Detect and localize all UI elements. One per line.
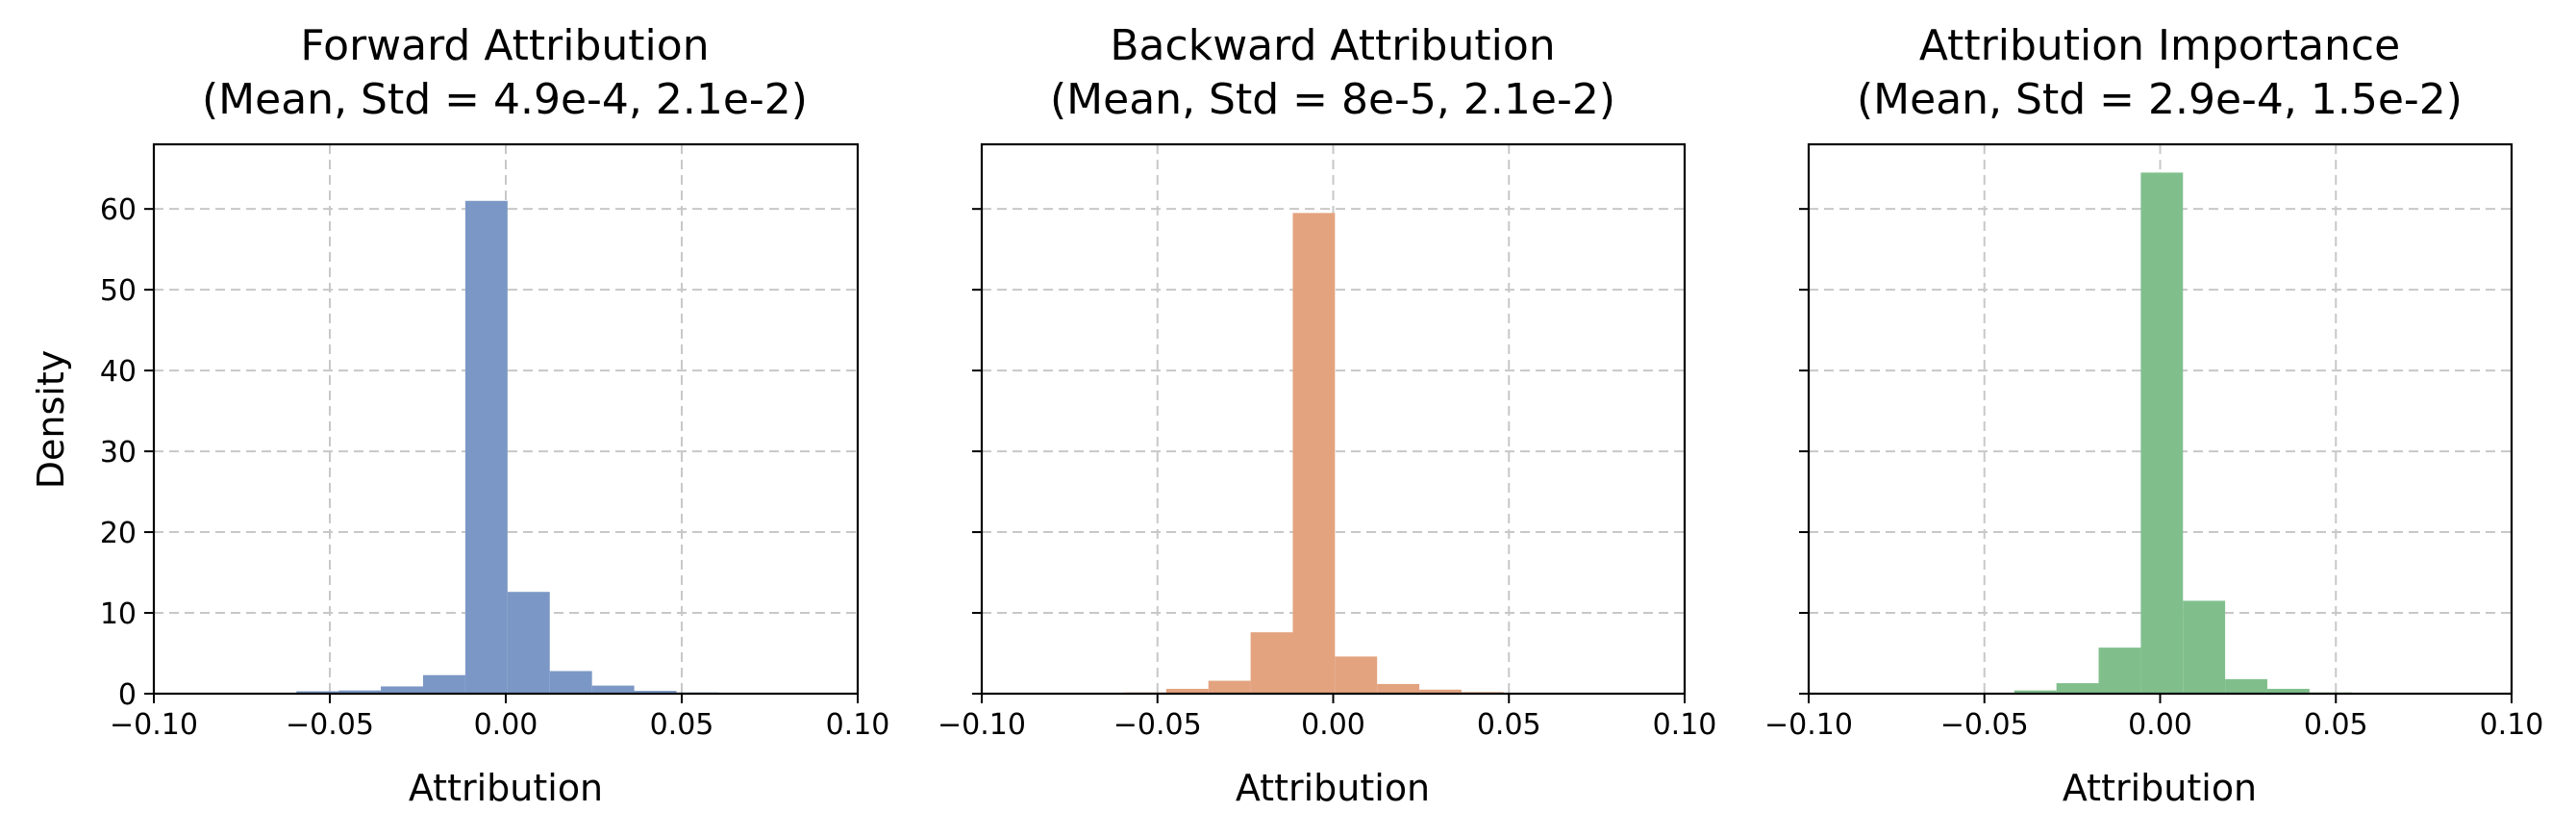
histogram-bar [1165, 688, 1209, 694]
histogram-bar [549, 671, 592, 694]
histogram-bar [1335, 656, 1378, 694]
histogram-bar [381, 686, 423, 694]
histogram-bar [422, 674, 465, 694]
x-axis-label: Attribution [409, 767, 603, 809]
y-tick-label: 50 [100, 274, 137, 308]
panel-backward-attribution: Backward Attribution (Mean, Std = 8e-5, … [938, 21, 1716, 809]
panel-title-line-1: Forward Attribution [300, 21, 709, 70]
panel-attribution-importance: Attribution Importance (Mean, Std = 2.9e… [1764, 21, 2543, 809]
histogram-bar [2098, 648, 2141, 694]
axis-ticks: −0.10 −0.05 0.00 0.05 0.10 [1764, 208, 2544, 742]
histogram-bar [2013, 690, 2057, 694]
panel-title-line-2: (Mean, Std = 8e-5, 2.1e-2) [1050, 75, 1615, 124]
y-tick-label: 10 [100, 597, 137, 631]
x-axis-label: Attribution [2063, 767, 2257, 809]
x-tick-label: 0.05 [1477, 708, 1541, 742]
histogram-bar [2225, 678, 2267, 694]
histogram-bar [1292, 213, 1336, 694]
x-tick-label: −0.05 [1113, 708, 1202, 742]
panel-title-line-2: (Mean, Std = 4.9e-4, 2.1e-2) [202, 75, 808, 124]
y-tick-label: 30 [100, 436, 137, 470]
histogram-bar [1250, 632, 1293, 694]
axis-ticks: −0.10 −0.05 0.00 0.05 0.10 0 10 20 30 40 50 60 [100, 193, 890, 742]
x-tick-label: 0.00 [1301, 708, 1365, 742]
histogram-bar [2140, 172, 2184, 694]
histogram-bar [2266, 688, 2310, 694]
histogram-bar [634, 691, 677, 694]
x-tick-label: −0.05 [1940, 708, 2029, 742]
axis-ticks: −0.10 −0.05 0.00 0.05 0.10 [938, 208, 1717, 742]
panel-title-line-2: (Mean, Std = 2.9e-4, 1.5e-2) [1857, 75, 2463, 124]
y-tick-label: 0 [118, 678, 137, 712]
histogram-bar [1377, 683, 1420, 694]
x-tick-label: 0.10 [1653, 708, 1717, 742]
x-tick-label: 0.05 [2304, 708, 2368, 742]
grid-lines [154, 144, 858, 695]
histogram-bars [254, 200, 762, 694]
x-tick-label: 0.10 [826, 708, 890, 742]
histogram-bar [591, 685, 635, 694]
histogram-bar [2056, 683, 2099, 694]
histogram-bar [1419, 689, 1462, 694]
histogram-bar [507, 592, 550, 694]
x-tick-label: −0.10 [110, 708, 198, 742]
x-tick-label: 0.00 [2128, 708, 2192, 742]
x-tick-label: −0.10 [938, 708, 1026, 742]
panel-title-line-1: Backward Attribution [1110, 21, 1555, 70]
x-tick-label: −0.10 [1764, 708, 1853, 742]
y-axis-label: Density [30, 350, 72, 489]
x-axis-label: Attribution [1236, 767, 1430, 809]
histogram-bars [1971, 172, 2352, 694]
panel-title-line-1: Attribution Importance [1919, 21, 2400, 70]
y-tick-label: 60 [100, 193, 137, 227]
x-tick-label: −0.05 [286, 708, 374, 742]
x-tick-label: 0.05 [650, 708, 714, 742]
y-tick-label: 20 [100, 517, 137, 550]
histogram-bar [1208, 680, 1251, 694]
histogram-bar [296, 691, 339, 694]
histogram-bar [464, 200, 508, 694]
histogram-bar [338, 690, 382, 694]
x-tick-label: 0.00 [474, 708, 538, 742]
histogram-bar [2183, 600, 2226, 694]
panel-forward-attribution: Forward Attribution (Mean, Std = 4.9e-4,… [30, 21, 889, 809]
y-tick-label: 40 [100, 355, 137, 389]
x-tick-label: 0.10 [2480, 708, 2544, 742]
